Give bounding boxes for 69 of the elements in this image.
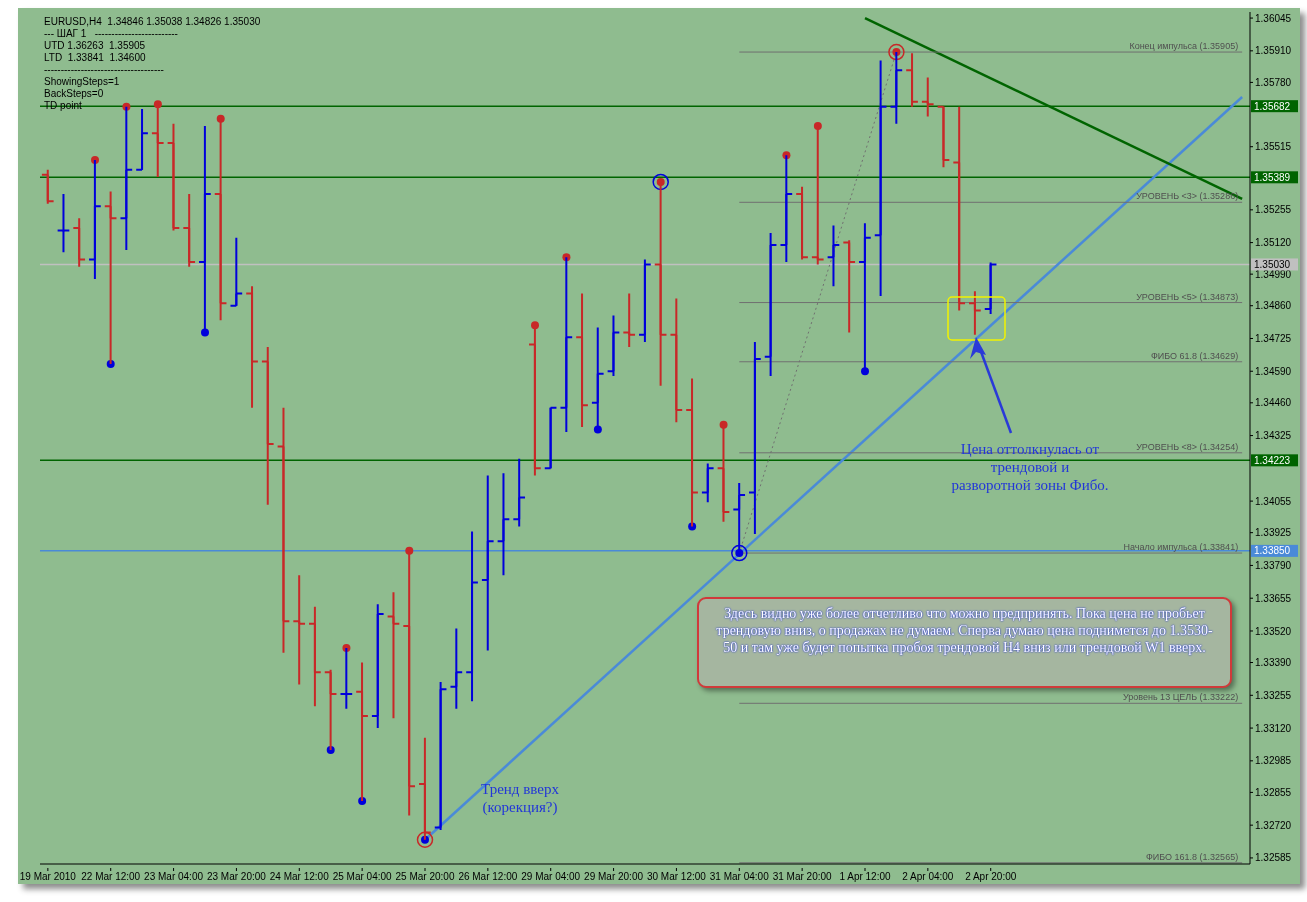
y-tick-label: 1.35515 xyxy=(1255,141,1292,153)
annotation: --- ШАГ 1 ------------------------- xyxy=(44,28,179,40)
annotation: Тренд вверх (корекция?) xyxy=(481,781,560,816)
series-label: ФИБО 61.8 (1.34629) xyxy=(1150,350,1239,361)
y-tick-label: 1.32985 xyxy=(1255,755,1292,767)
x-tick-label: 30 Mar 12:00 xyxy=(646,871,707,882)
series-label: Уровень 13 ЦЕЛЬ (1.33222) xyxy=(1122,692,1239,703)
y-tick-label: 1.35120 xyxy=(1255,237,1292,249)
point xyxy=(216,114,225,123)
x-tick-label: 23 Mar 04:00 xyxy=(144,871,204,882)
y-tick-label: 1.35910 xyxy=(1255,45,1292,57)
x-tick-label: 23 Mar 20:00 xyxy=(206,871,267,882)
callout-box: Здесь видно уже более отчетливо что можно предпринять. Пока цена не пробьет трендовую вниз, о продажах не думаем. Сперва думаю цена поднимется до 1.3530-50 и там уже будет попытка пробоя трендовой H4 вниз или трендовой W1 вверх. xyxy=(697,597,1232,688)
y-tick-label: 1.34055 xyxy=(1255,495,1292,507)
point xyxy=(153,100,162,109)
x-tick-label: 29 Mar 04:00 xyxy=(521,871,581,882)
y-tick-label: 1.32855 xyxy=(1255,786,1292,798)
y-tick-label: 1.34990 xyxy=(1255,268,1292,280)
x-tick-label: 31 Mar 04:00 xyxy=(709,871,770,882)
annotation: BackSteps=0 xyxy=(44,88,105,100)
point xyxy=(813,122,822,131)
y-tick-label: 1.34725 xyxy=(1255,333,1292,345)
series-label: ФИБО 161.8 (1.32565) xyxy=(1145,851,1239,862)
x-tick-label: 19 Mar 2010 xyxy=(19,871,77,882)
y-tick-label: 1.36045 xyxy=(1255,12,1292,24)
x-tick-label: 29 Mar 20:00 xyxy=(584,871,644,882)
chart-title: EURUSD,H4 1.34846 1.35038 1.34826 1.35030 xyxy=(44,16,261,28)
annotation: Цена оттолкнулась от трендовой и разворотной зоны Фибо. xyxy=(951,441,1109,493)
y-tick-label: 1.33390 xyxy=(1255,657,1292,669)
x-tick-label: 22 Mar 12:00 xyxy=(81,871,141,882)
x-tick-label: 2 Apr 04:00 xyxy=(902,871,954,882)
series-label: Конец импульса (1.35905) xyxy=(1129,41,1239,52)
y-tick-label: 1.32720 xyxy=(1255,819,1292,831)
y-tick-label: 1.34590 xyxy=(1255,365,1292,377)
ref-line-label: 1.34223 xyxy=(1254,454,1291,466)
ref-line-label: 1.35682 xyxy=(1254,100,1291,112)
y-tick-label: 1.33790 xyxy=(1255,559,1292,571)
x-tick-label: 1 Apr 12:00 xyxy=(839,871,892,882)
point xyxy=(405,546,414,555)
y-tick-label: 1.33520 xyxy=(1255,625,1292,637)
ref-line-label: 1.35389 xyxy=(1254,171,1291,183)
y-tick-label: 1.33655 xyxy=(1255,592,1292,604)
series-label: УРОВЕНЬ <3> (1.35286) xyxy=(1136,191,1239,202)
series-label: УРОВЕНЬ <5> (1.34873) xyxy=(1136,291,1239,302)
annotation: UTD 1.36263 1.35905 xyxy=(44,40,147,52)
annotation: LTD 1.33841 1.34600 xyxy=(44,52,147,64)
y-tick-label: 1.34460 xyxy=(1255,397,1292,409)
x-tick-label: 26 Mar 12:00 xyxy=(458,871,518,882)
y-tick-label: 1.34325 xyxy=(1255,430,1292,442)
y-tick-label: 1.32585 xyxy=(1255,852,1292,864)
y-tick-label: 1.33120 xyxy=(1255,722,1292,734)
point xyxy=(861,367,869,376)
y-tick-label: 1.33255 xyxy=(1255,689,1292,701)
ref-line-label: 1.35030 xyxy=(1254,258,1291,270)
x-tick-label: 25 Mar 04:00 xyxy=(332,871,393,882)
y-tick-label: 1.34860 xyxy=(1255,300,1292,312)
annotation: ShowingSteps=1 xyxy=(44,76,121,88)
x-tick-label: 25 Mar 20:00 xyxy=(395,871,455,882)
point xyxy=(201,328,209,337)
y-tick-label: 1.35780 xyxy=(1255,76,1292,88)
y-tick-label: 1.35255 xyxy=(1255,204,1292,216)
series-label: УРОВЕНЬ <8> (1.34254) xyxy=(1136,441,1239,452)
annotation: ------------------------------------ xyxy=(44,64,165,76)
y-tick-label: 1.33925 xyxy=(1255,527,1292,539)
series-label: Начало импульса (1.33841) xyxy=(1123,542,1239,553)
x-tick-label: 24 Mar 12:00 xyxy=(269,871,330,882)
ref-line-label: 1.33850 xyxy=(1254,545,1291,557)
x-tick-label: 2 Apr 20:00 xyxy=(965,871,1017,882)
x-tick-label: 31 Mar 20:00 xyxy=(772,871,833,882)
